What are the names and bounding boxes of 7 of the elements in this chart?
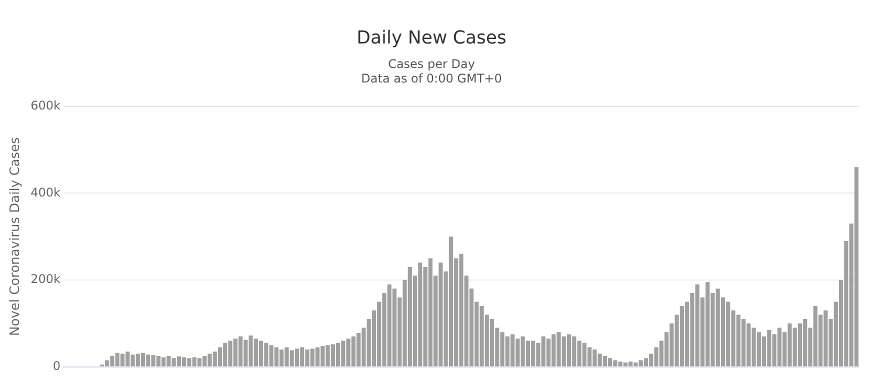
chart-subtitle: Cases per Day Data as of 0:00 GMT+0 — [361, 56, 502, 86]
y-tick-label: 400k — [30, 185, 60, 200]
y-tick-label: 600k — [30, 98, 60, 113]
y-tick-label: 0 — [52, 358, 60, 373]
y-axis-title: Novel Coronavirus Daily Cases — [8, 136, 24, 336]
y-tick-label: 200k — [30, 272, 60, 286]
chart-title: Daily New Cases — [356, 27, 506, 48]
